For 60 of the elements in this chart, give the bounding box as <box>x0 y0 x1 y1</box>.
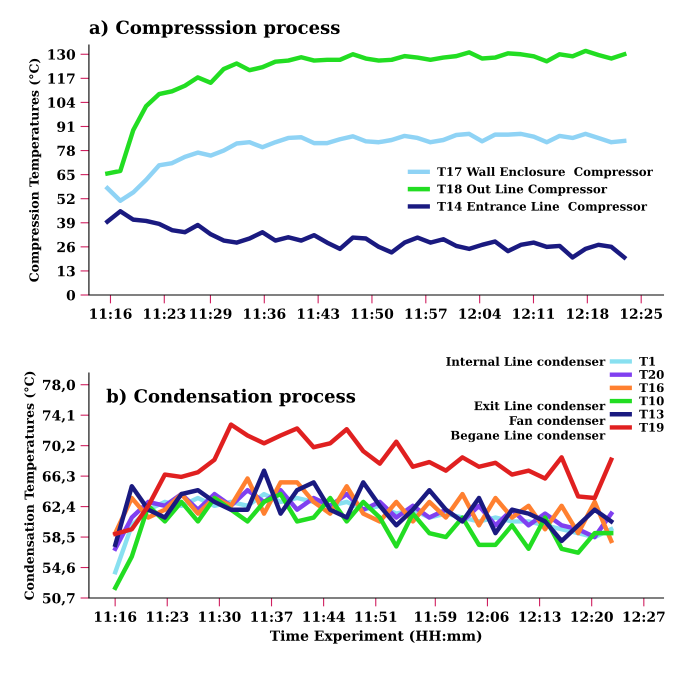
x-tick-label: 11:50 <box>352 308 394 319</box>
legend-label: T18 Out Line Compressor <box>437 184 608 196</box>
y-tick-label: 91 <box>57 121 74 132</box>
legend-label: T1 <box>639 356 655 366</box>
y-tick-label: 62,4 <box>42 502 76 514</box>
x-axis-title: Time Experiment (HH:mm) <box>270 630 482 644</box>
y-tick-label: 117 <box>48 73 75 84</box>
y-axis-title: Compression Temperatures (°C) <box>29 58 42 282</box>
x-tick-label: 12:25 <box>620 308 662 319</box>
x-tick-label: 12:06 <box>467 611 509 622</box>
y-tick-label: 65 <box>57 170 75 180</box>
x-tick-label: 11:23 <box>144 308 186 319</box>
x-tick-label: 11:37 <box>251 611 292 622</box>
y-tick-label: 52 <box>58 194 74 204</box>
y-tick-label: 70,2 <box>43 440 74 454</box>
x-tick-label: 11:43 <box>298 308 340 319</box>
y-tick-label: 78,0 <box>43 380 76 392</box>
x-tick-label: 11:16 <box>90 308 132 319</box>
y-axis-title: Condensation Temperatures (°C) <box>24 372 36 600</box>
y-tick-label: 130 <box>48 49 76 60</box>
x-tick-label: 11:51 <box>356 611 396 622</box>
x-tick-label: 11:57 <box>406 308 447 319</box>
y-tick-label: 50,7 <box>43 592 75 606</box>
x-tick-label: 12:20 <box>571 611 613 622</box>
text: Internal Line condenser <box>446 356 606 366</box>
legend-label: T19 <box>639 422 664 432</box>
x-tick-label: 11:23 <box>147 611 188 622</box>
annotation: Fan condenser <box>509 416 606 425</box>
x-tick-label: 11:16 <box>94 611 136 622</box>
legend-label: T16 <box>639 383 664 392</box>
annotation: Exit Line condenser <box>474 401 606 410</box>
x-tick-label: 12:11 <box>513 308 554 319</box>
x-tick-label: 11:29 <box>190 308 232 319</box>
y-tick-label: 104 <box>48 97 76 108</box>
text: b) Condensation process <box>106 388 356 406</box>
y-tick-label: 39 <box>57 218 75 228</box>
y-tick-label: 26 <box>57 242 75 252</box>
y-tick-label: 13 <box>58 266 75 276</box>
x-tick-label: 12:18 <box>567 308 608 319</box>
line-series <box>113 468 614 548</box>
x-tick-label: 11:44 <box>303 611 345 622</box>
y-tick-label: 58,5 <box>43 532 75 545</box>
legend-label: T17 Wall Enclosure Compressor <box>437 166 653 178</box>
legend-label: T14 Entrance Line Compressor <box>437 202 648 214</box>
legend-label: T13 <box>639 410 664 419</box>
y-tick-label: 54,6 <box>43 562 75 576</box>
y-tick-label: 78 <box>57 146 75 156</box>
x-tick-label: 12:27 <box>624 611 665 622</box>
x-tick-label: 11:30 <box>199 611 241 622</box>
annotation: Begane Line condenser <box>450 430 606 442</box>
chart-title: a) Compresssion process <box>90 20 340 38</box>
x-tick-label: 12:13 <box>519 611 561 622</box>
y-tick-label: 74,1 <box>43 410 74 423</box>
y-tick-label: 0 <box>66 290 76 300</box>
x-tick-label: 12:04 <box>459 308 501 319</box>
x-tick-label: 11:59 <box>415 611 456 622</box>
x-tick-label: 11:36 <box>244 308 286 319</box>
y-tick-label: 66,3 <box>42 471 75 484</box>
legend-label: T10 <box>639 396 664 406</box>
legend-label: T20 <box>639 370 664 379</box>
